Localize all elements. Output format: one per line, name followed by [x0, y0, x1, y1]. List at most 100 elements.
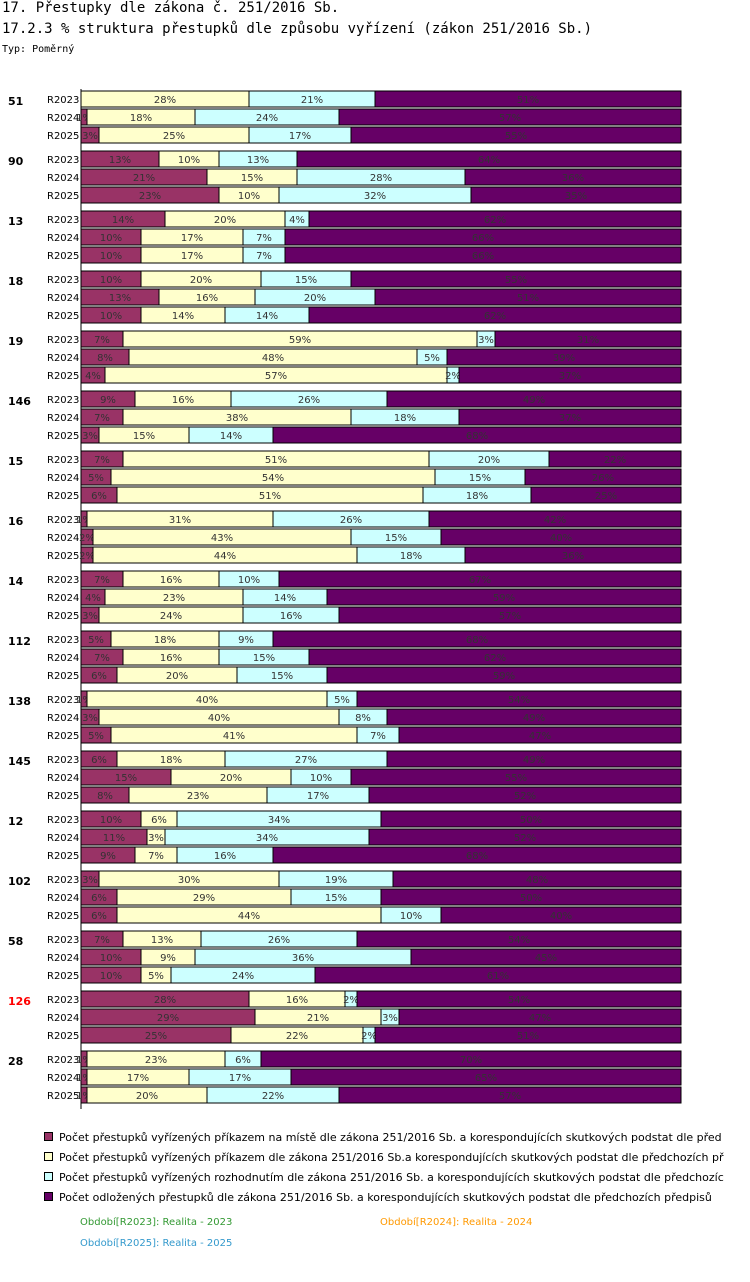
period-label: R2024 — [47, 833, 79, 844]
bar-segment — [272, 630, 682, 648]
bar-segment — [464, 546, 682, 564]
bar-segment — [548, 450, 682, 468]
period-label: R2025 — [47, 1031, 79, 1042]
data-label: 40% — [550, 911, 572, 922]
period-label: R2025 — [47, 251, 79, 262]
period-label: R2023 — [47, 95, 79, 106]
data-label: 6% — [91, 911, 107, 922]
period-label: R2024 — [47, 353, 79, 364]
data-label: 38% — [226, 413, 248, 424]
group-label: 138 — [8, 695, 31, 708]
period-label: R2024 — [47, 173, 79, 184]
data-label: 55% — [505, 131, 527, 142]
data-label: 43% — [211, 533, 233, 544]
bar-segment — [284, 246, 682, 264]
data-label: 2% — [361, 1031, 377, 1042]
data-label: 10% — [100, 233, 122, 244]
data-label: 7% — [94, 413, 110, 424]
data-label: 16% — [196, 293, 218, 304]
bar-segment — [458, 408, 682, 426]
data-label: 5% — [424, 353, 440, 364]
data-label: 7% — [148, 851, 164, 862]
period-label: R2024 — [47, 893, 79, 904]
bar-segment — [494, 330, 682, 348]
period-label: R2025 — [47, 431, 79, 442]
legend-swatch-4 — [44, 1192, 53, 1201]
data-label: 23% — [139, 191, 161, 202]
data-label: 11% — [103, 833, 125, 844]
period-label: R2023 — [47, 635, 79, 646]
data-label: 10% — [100, 311, 122, 322]
group-label: 15 — [8, 455, 23, 468]
bar-segment — [398, 1008, 682, 1026]
data-label: 3% — [82, 431, 98, 442]
data-label: 39% — [553, 353, 575, 364]
data-label: 5% — [148, 971, 164, 982]
period-2025-label: Období[R2025]: Realita - 2025 — [80, 1238, 233, 1249]
data-label: 22% — [286, 1031, 308, 1042]
data-label: 3% — [382, 1013, 398, 1024]
data-label: 15% — [469, 473, 491, 484]
data-label: 1% — [76, 1055, 92, 1066]
data-label: 35% — [565, 191, 587, 202]
data-label: 5% — [334, 695, 350, 706]
data-label: 20% — [166, 671, 188, 682]
data-label: 18% — [394, 413, 416, 424]
bar-segment — [440, 906, 682, 924]
data-label: 27% — [295, 755, 317, 766]
data-label: 57% — [265, 371, 287, 382]
data-label: 8% — [97, 353, 113, 364]
data-label: 15% — [241, 173, 263, 184]
data-label: 28% — [370, 173, 392, 184]
period-label: R2023 — [47, 935, 79, 946]
data-label: 5% — [88, 635, 104, 646]
data-label: 26% — [340, 515, 362, 526]
bar-segment — [398, 726, 682, 744]
bar-segment — [260, 1050, 682, 1068]
period-label: R2025 — [47, 911, 79, 922]
legend-item-4: Počet odložených přestupků dle zákona 25… — [44, 1191, 712, 1204]
period-label: R2025 — [47, 1091, 79, 1102]
data-label: 49% — [523, 713, 545, 724]
data-label: 29% — [193, 893, 215, 904]
data-label: 2% — [79, 551, 95, 562]
data-label: 68% — [466, 635, 488, 646]
data-label: 9% — [160, 953, 176, 964]
legend-label-4: Počet odložených přestupků dle zákona 25… — [59, 1191, 712, 1204]
data-label: 15% — [385, 533, 407, 544]
data-label: 13% — [109, 155, 131, 166]
data-label: 2% — [343, 995, 359, 1006]
bar-segment — [338, 606, 682, 624]
data-label: 17% — [181, 233, 203, 244]
data-label: 26% — [268, 935, 290, 946]
data-label: 51% — [517, 1031, 539, 1042]
data-label: 47% — [529, 731, 551, 742]
data-label: 17% — [289, 131, 311, 142]
group-label: 90 — [8, 155, 24, 168]
bar-segment — [392, 870, 682, 888]
data-label: 29% — [157, 1013, 179, 1024]
data-label: 36% — [292, 953, 314, 964]
data-label: 13% — [151, 935, 173, 946]
legend-item-1: Počet přestupků vyřízených příkazem na m… — [44, 1131, 722, 1144]
bar-segment — [386, 390, 682, 408]
period-label: R2023 — [47, 875, 79, 886]
data-label: 10% — [238, 575, 260, 586]
data-label: 48% — [262, 353, 284, 364]
bar-segment — [308, 648, 682, 666]
period-label: R2023 — [47, 695, 79, 706]
data-label: 4% — [85, 371, 101, 382]
bar-segment — [308, 210, 682, 228]
bar-segment — [296, 150, 682, 168]
data-label: 9% — [100, 851, 116, 862]
data-label: 15% — [325, 893, 347, 904]
group-label: 14 — [8, 575, 24, 588]
data-label: 25% — [145, 1031, 167, 1042]
data-label: 21% — [133, 173, 155, 184]
data-label: 57% — [499, 1091, 521, 1102]
data-label: 17% — [307, 791, 329, 802]
data-label: 10% — [100, 953, 122, 964]
data-label: 19% — [325, 875, 347, 886]
data-label: 16% — [214, 851, 236, 862]
